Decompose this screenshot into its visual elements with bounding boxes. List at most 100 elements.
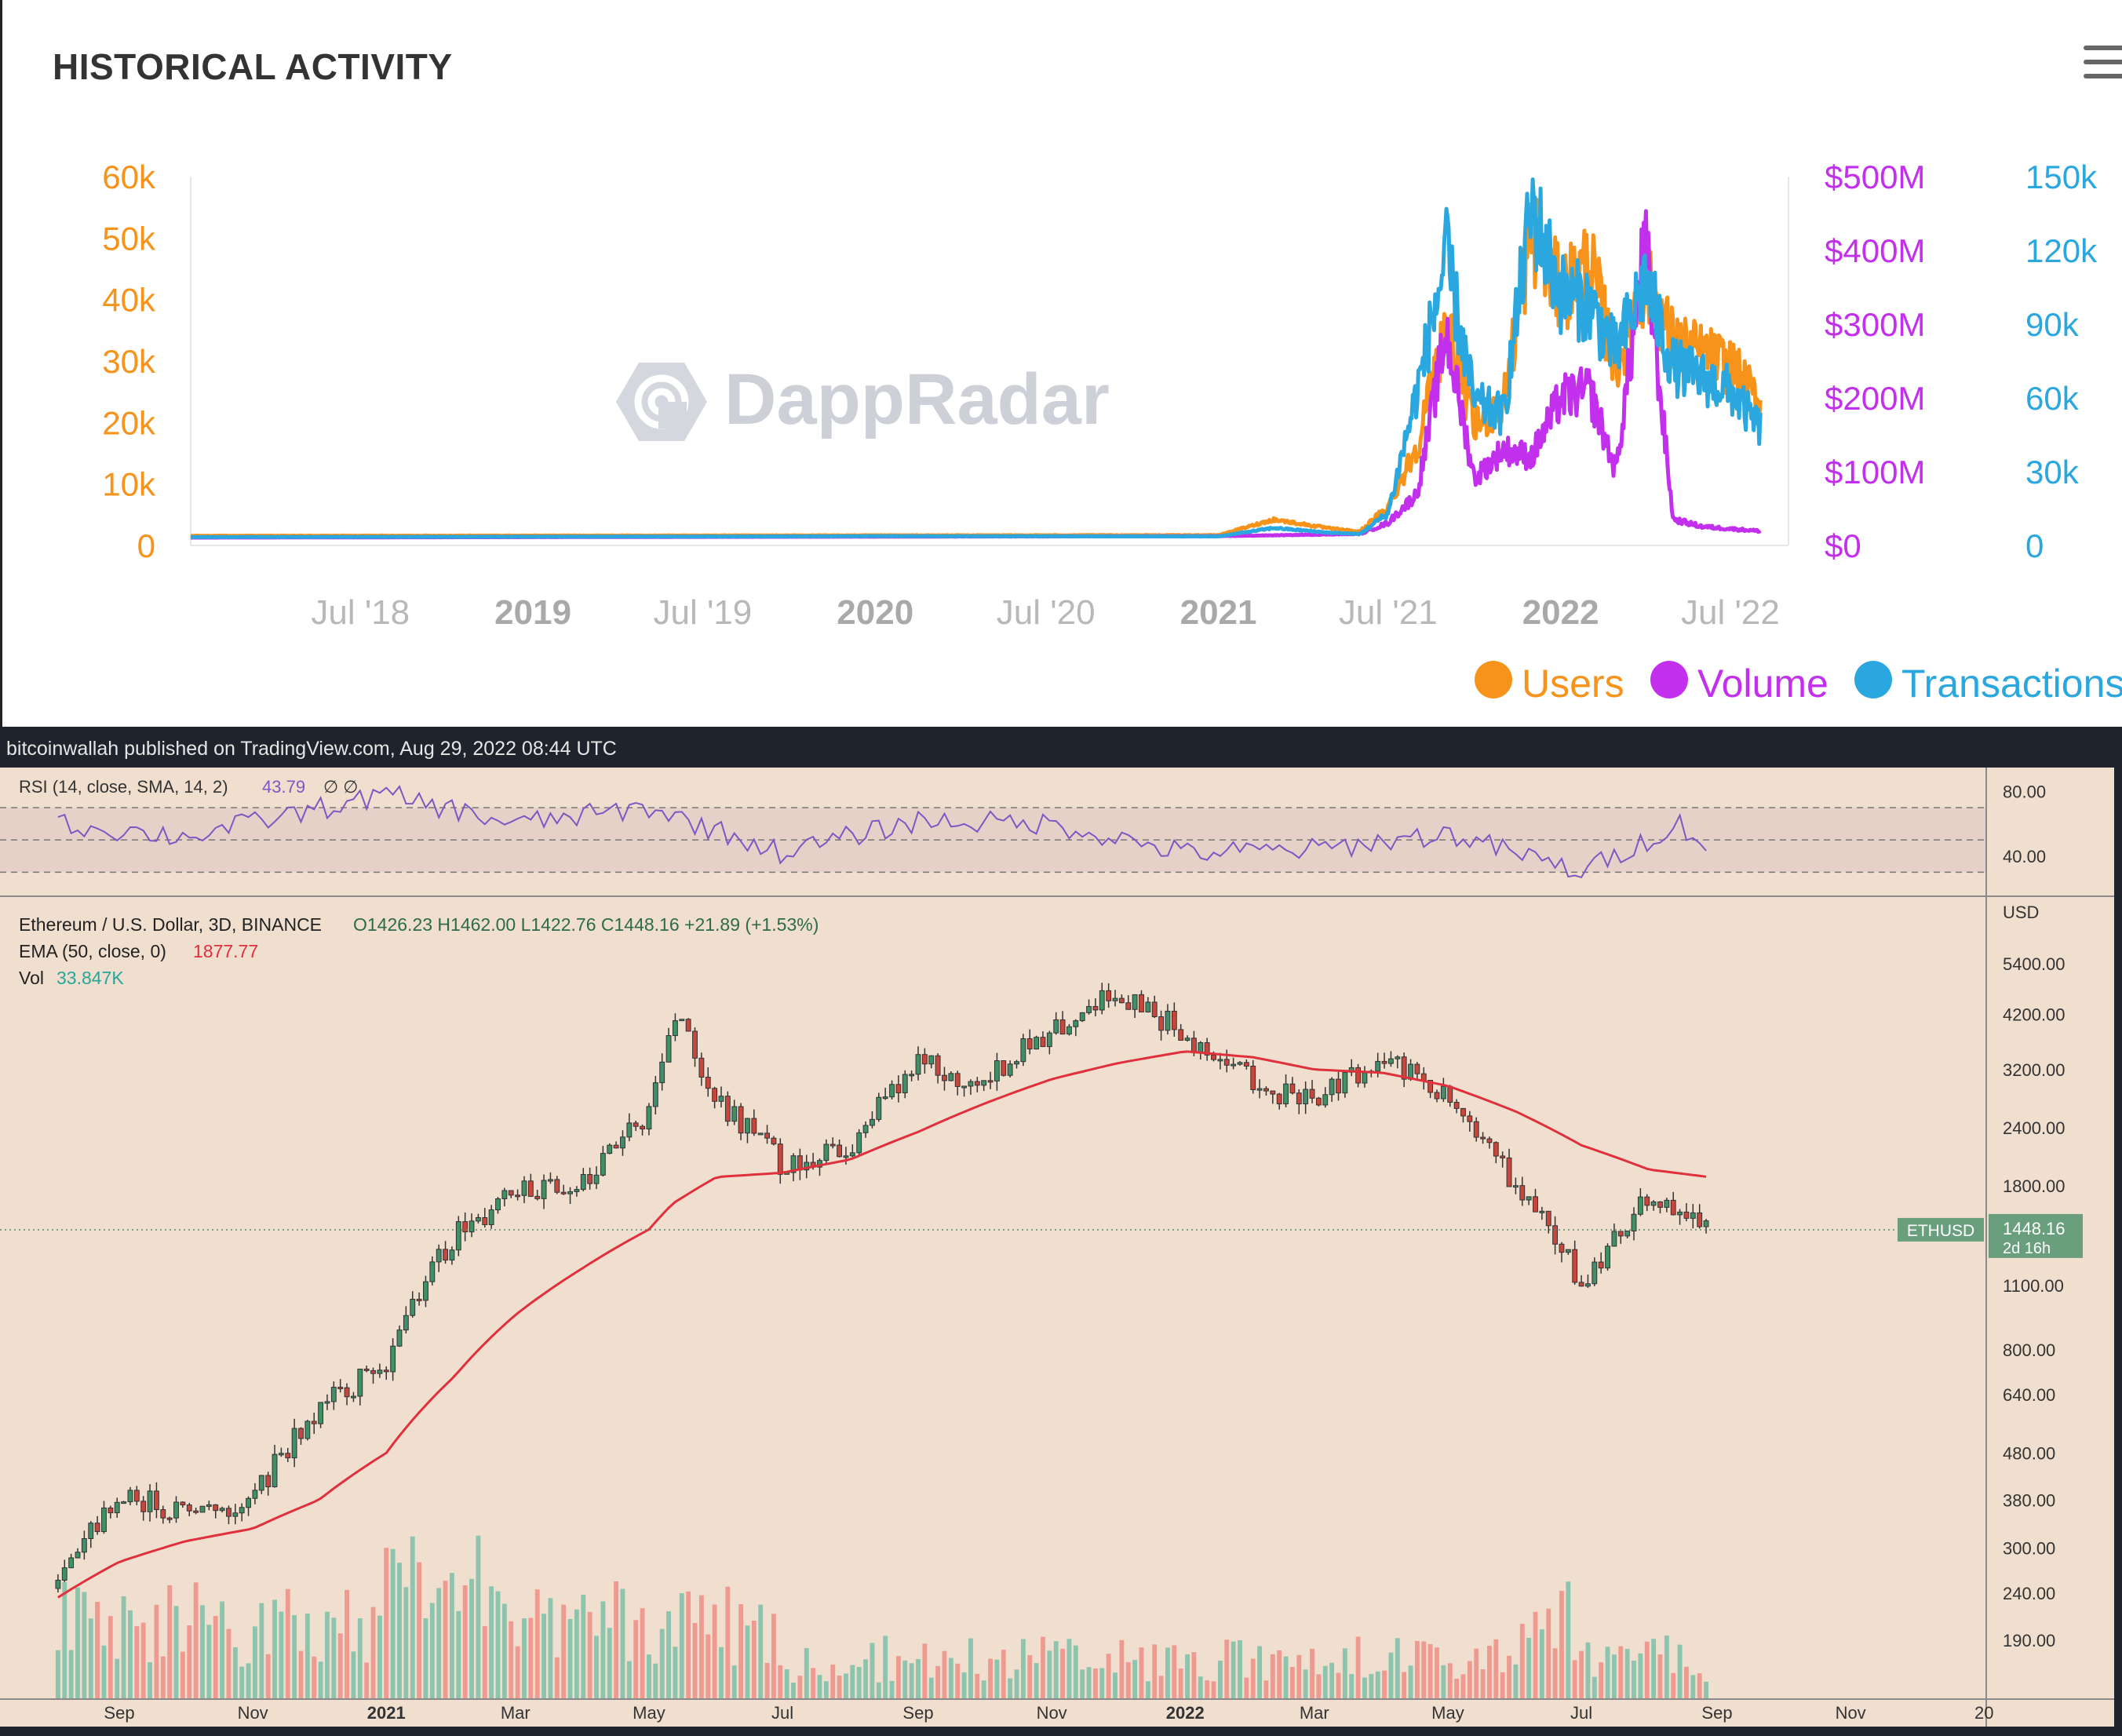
price-axis-tick: 190.00 xyxy=(2003,1631,2055,1650)
vol-legend-value: 33.847K xyxy=(57,968,124,988)
volume-bar xyxy=(265,1654,271,1698)
volume-axis-tick: $200M xyxy=(1825,380,1925,417)
candle xyxy=(862,1125,869,1133)
candle xyxy=(1034,1037,1040,1050)
volume-bar xyxy=(758,1604,764,1698)
candle xyxy=(1697,1212,1703,1227)
transactions-axis-tick: 120k xyxy=(2025,232,2098,269)
candle xyxy=(1243,1062,1249,1067)
candle xyxy=(515,1194,521,1198)
volume-axis-tick: $400M xyxy=(1825,232,1925,269)
price-axis-unit: USD xyxy=(2003,903,2039,922)
volume-bar xyxy=(501,1603,507,1698)
candle xyxy=(1231,1063,1237,1067)
volume-bar xyxy=(1270,1654,1275,1698)
volume-bar xyxy=(364,1662,370,1698)
legend-item-transactions[interactable]: Transactions xyxy=(1854,661,2122,706)
volume-bar xyxy=(1585,1642,1591,1698)
volume-bar xyxy=(1139,1647,1144,1698)
volume-bar xyxy=(607,1628,612,1698)
candle xyxy=(724,1096,731,1122)
last-price-tag xyxy=(1989,1213,2083,1258)
volume-bar xyxy=(771,1614,776,1698)
symbol-tag xyxy=(1898,1217,1984,1242)
candle xyxy=(534,1195,541,1199)
volume-bar xyxy=(1677,1644,1683,1698)
volume-bar xyxy=(791,1682,796,1698)
candle xyxy=(81,1537,87,1553)
candle xyxy=(278,1453,284,1456)
candle xyxy=(173,1501,179,1519)
volume-bar xyxy=(1690,1675,1696,1698)
candle xyxy=(1026,1038,1033,1050)
volume-bar xyxy=(1500,1672,1505,1698)
candle xyxy=(127,1490,133,1503)
change-value: +21.89 (+1.53%) xyxy=(684,914,819,935)
volume-bar xyxy=(456,1610,461,1698)
candle xyxy=(1336,1078,1341,1094)
candle xyxy=(55,1579,61,1589)
volume-bar xyxy=(1185,1654,1190,1698)
legend-item-users[interactable]: Users xyxy=(1475,661,1624,706)
time-axis-tick: Sep xyxy=(104,1703,134,1723)
volume-bar xyxy=(160,1656,166,1698)
volume-bar xyxy=(1592,1676,1597,1698)
legend-item-volume[interactable]: Volume xyxy=(1650,661,1828,706)
candle xyxy=(1270,1090,1276,1095)
candle xyxy=(600,1153,606,1176)
volume-bar xyxy=(679,1592,684,1698)
volume-bar xyxy=(534,1589,540,1698)
volume-bars xyxy=(55,1535,1708,1698)
candle xyxy=(698,1057,705,1078)
volume-bar xyxy=(935,1665,941,1698)
volume-bar xyxy=(1145,1681,1150,1698)
candle xyxy=(482,1216,488,1225)
candle xyxy=(429,1261,436,1282)
candle xyxy=(193,1510,199,1513)
candle xyxy=(560,1191,567,1194)
volume-bar xyxy=(1152,1644,1158,1698)
volume-bar xyxy=(82,1592,87,1698)
volume-bar xyxy=(1644,1641,1650,1698)
volume-bar xyxy=(1211,1681,1216,1698)
candle xyxy=(968,1081,974,1087)
volume-bar xyxy=(844,1673,848,1698)
volume-bar xyxy=(495,1591,501,1698)
volume-bar xyxy=(206,1625,212,1698)
volume-bar xyxy=(1086,1667,1092,1698)
candle xyxy=(1099,990,1105,1011)
volume-bar xyxy=(1526,1637,1532,1698)
volume-bar xyxy=(988,1658,993,1698)
ema-legend-label: EMA (50, close, 0) xyxy=(19,941,166,961)
candle xyxy=(1079,1012,1085,1022)
candle xyxy=(462,1221,469,1233)
volume-bar xyxy=(450,1573,454,1698)
volume-bar xyxy=(1480,1669,1486,1698)
volume-bar xyxy=(673,1647,678,1698)
candle xyxy=(1453,1101,1460,1109)
price-axis-tick: 480.00 xyxy=(2003,1443,2055,1463)
volume-bar xyxy=(725,1586,731,1698)
volume-bar xyxy=(213,1616,218,1698)
legend-dot-icon xyxy=(1650,661,1688,698)
volume-bar xyxy=(922,1643,928,1698)
candle xyxy=(350,1395,356,1399)
volume-bar xyxy=(876,1682,881,1698)
volume-bar xyxy=(1178,1669,1183,1698)
users-axis-tick: 10k xyxy=(102,466,156,503)
volume-bar xyxy=(436,1588,442,1698)
rsi-axis-tick: 40.00 xyxy=(2003,847,2046,866)
volume-bar xyxy=(180,1651,185,1698)
candle xyxy=(1020,1038,1026,1063)
volume-bar xyxy=(1513,1664,1519,1698)
volume-bar xyxy=(1224,1639,1230,1698)
volume-bar xyxy=(706,1634,711,1698)
candle xyxy=(501,1190,508,1199)
candle xyxy=(1112,997,1118,1001)
volume-bar xyxy=(1066,1639,1072,1698)
volume-bar xyxy=(1099,1668,1105,1698)
x-axis-tick: 2019 xyxy=(494,593,571,632)
hamburger-menu-icon[interactable] xyxy=(2084,46,2122,80)
volume-bar xyxy=(1671,1672,1676,1698)
volume-bar xyxy=(1008,1678,1013,1698)
